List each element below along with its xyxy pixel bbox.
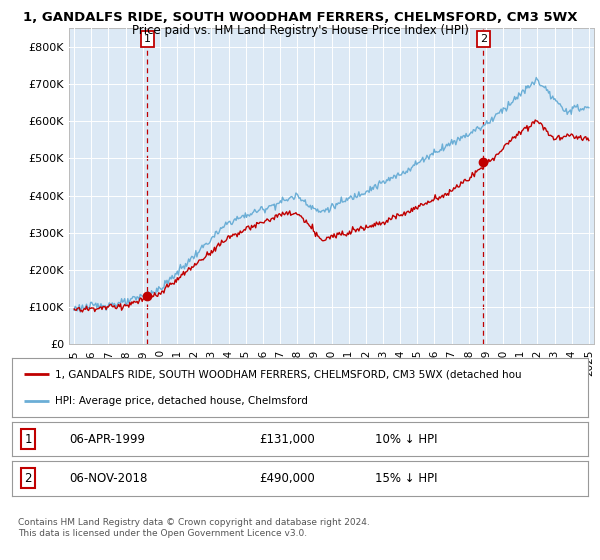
Text: 1: 1 [144, 34, 151, 44]
Text: 15% ↓ HPI: 15% ↓ HPI [375, 472, 437, 485]
Text: This data is licensed under the Open Government Licence v3.0.: This data is licensed under the Open Gov… [18, 529, 307, 538]
Text: Contains HM Land Registry data © Crown copyright and database right 2024.: Contains HM Land Registry data © Crown c… [18, 518, 370, 527]
Text: 10% ↓ HPI: 10% ↓ HPI [375, 432, 437, 446]
Text: 1, GANDALFS RIDE, SOUTH WOODHAM FERRERS, CHELMSFORD, CM3 5WX: 1, GANDALFS RIDE, SOUTH WOODHAM FERRERS,… [23, 11, 577, 24]
Text: 06-APR-1999: 06-APR-1999 [70, 432, 146, 446]
Text: £490,000: £490,000 [260, 472, 316, 485]
Text: Price paid vs. HM Land Registry's House Price Index (HPI): Price paid vs. HM Land Registry's House … [131, 24, 469, 36]
Text: 1: 1 [25, 432, 32, 446]
Text: 06-NOV-2018: 06-NOV-2018 [70, 472, 148, 485]
Text: 1, GANDALFS RIDE, SOUTH WOODHAM FERRERS, CHELMSFORD, CM3 5WX (detached hou: 1, GANDALFS RIDE, SOUTH WOODHAM FERRERS,… [55, 369, 522, 379]
Text: £131,000: £131,000 [260, 432, 316, 446]
Text: HPI: Average price, detached house, Chelmsford: HPI: Average price, detached house, Chel… [55, 396, 308, 407]
Text: 2: 2 [25, 472, 32, 485]
Text: 2: 2 [480, 34, 487, 44]
